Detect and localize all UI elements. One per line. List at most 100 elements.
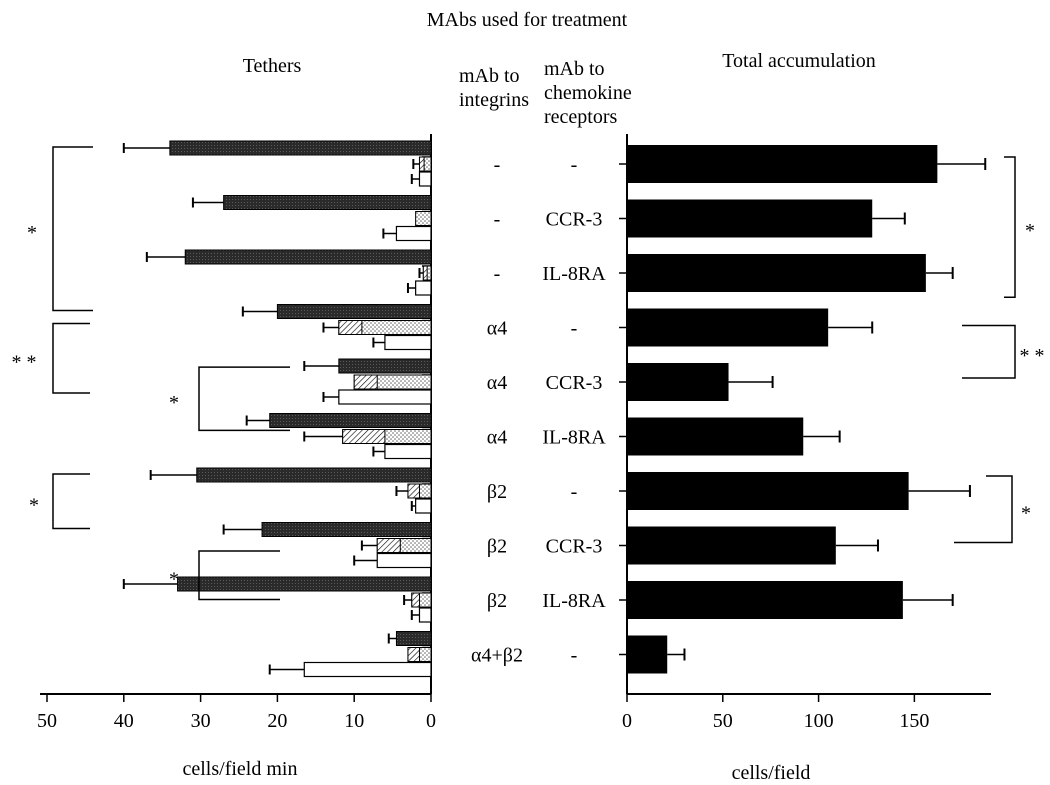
accumulation-significance-bracket-label: * — [1021, 502, 1031, 524]
integrin-treatment-label: α4 — [487, 427, 507, 449]
integrin-treatment-label: α4 — [487, 372, 507, 394]
tethers-bar-open — [395, 225, 432, 242]
accumulation-x-tick-label: 150 — [899, 710, 929, 732]
integrin-treatment-label: β2 — [487, 481, 507, 503]
chemokine-treatment-label: CCR-3 — [546, 372, 603, 394]
integrin-treatment-label: α4 — [487, 318, 507, 340]
chemokine-treatment-label: - — [571, 481, 578, 503]
tethers-bar-hatched — [411, 592, 420, 608]
treatment-labels: - - - CCR-3 - IL-8RA α4 - α4 CCR-3 α4 IL-8RA β2 - β2 CC… — [471, 154, 606, 667]
tethers-bar-dark — [261, 522, 432, 537]
tethers-significance-bracket — [52, 473, 90, 530]
tethers-bar-hatched — [342, 429, 386, 444]
tethers-significance-bracket — [52, 322, 90, 394]
chemokine-header-line-1: mAb to — [544, 58, 605, 80]
chemokine-treatment-label: - — [571, 154, 578, 176]
integrin-treatment-label: α4+β2 — [471, 645, 523, 667]
tethers-bar-dark — [169, 140, 432, 156]
tethers-bar-open — [415, 498, 432, 514]
accumulation-title: Total accumulation — [722, 50, 876, 72]
accumulation-x-axis-label: cells/field — [732, 762, 811, 784]
tethers-bar-hatched — [407, 483, 420, 499]
tethers-x-tick-label: 0 — [426, 710, 436, 732]
integrin-treatment-label: β2 — [487, 536, 507, 558]
tethers-bar-hatched — [407, 647, 420, 662]
accumulation-bar — [627, 635, 668, 674]
tethers-significance-bracket-label: * — [27, 222, 37, 244]
accumulation-x-tick-label: 100 — [804, 710, 834, 732]
accumulation-bar — [627, 199, 873, 238]
accumulation-significance-bracket-label: * — [1025, 220, 1035, 242]
chemokine-header-line-2: chemokine — [544, 82, 632, 104]
tethers-x-tick-label: 10 — [344, 710, 364, 732]
chemokine-treatment-label: IL-8RA — [542, 590, 606, 612]
tethers-bar-open — [376, 552, 432, 569]
integrin-header-line-1: mAb to — [459, 65, 520, 87]
tethers-bar-open — [415, 280, 432, 296]
accumulation-bar — [627, 145, 938, 183]
accumulation-significance-bracket — [962, 324, 1016, 379]
chemokine-treatment-label: IL-8RA — [542, 263, 606, 285]
tethers-significance-bracket — [198, 550, 280, 601]
tethers-title: Tethers — [243, 55, 302, 77]
tethers-bar-dark — [184, 249, 432, 265]
tethers-bar-open — [418, 607, 432, 623]
tethers-bar-open — [418, 171, 432, 187]
tethers-bar-hatched — [422, 265, 428, 281]
chemokine-treatment-label: CCR-3 — [546, 536, 603, 558]
tethers-bar-open — [384, 334, 432, 351]
tethers-bar-dark — [177, 576, 432, 592]
accumulation-bar — [627, 472, 909, 510]
tethers-bar-dark — [338, 358, 432, 374]
accumulation-bar — [627, 417, 804, 456]
integrin-treatment-label: - — [494, 209, 501, 231]
integrin-treatment-label: β2 — [487, 590, 507, 612]
chemokine-treatment-label: IL-8RA — [542, 427, 606, 449]
chemokine-treatment-label: CCR-3 — [546, 209, 603, 231]
tethers-significance-bracket-label: * * — [12, 351, 37, 373]
tethers-bar-hatched — [376, 538, 401, 553]
tethers-bar-dark — [223, 195, 432, 210]
accumulation-bar — [627, 581, 903, 619]
tethers-bar-dark — [276, 304, 432, 319]
tethers-x-tick-label: 20 — [267, 710, 287, 732]
integrin-treatment-label: - — [494, 263, 501, 285]
accumulation-x-tick-label: 0 — [622, 710, 632, 732]
tethers-bar-open — [303, 661, 432, 678]
accumulation-bar — [627, 363, 729, 401]
tethers-x-tick-label: 50 — [37, 710, 57, 732]
tethers-bar-dark — [395, 631, 432, 646]
chemokine-header-line-3: receptors — [544, 106, 618, 128]
accumulation-plot: 0 50 100 150 * * * * — [619, 134, 1045, 732]
accumulation-bar — [627, 254, 926, 292]
accumulation-significance-bracket-label: * * — [1020, 345, 1045, 367]
figure-title: MAbs used for treatment — [427, 9, 628, 31]
tethers-bar-hatched — [418, 156, 425, 172]
tethers-bar-dotted — [415, 211, 432, 226]
accumulation-x-tick-label: 50 — [713, 710, 733, 732]
tethers-significance-bracket — [52, 146, 93, 312]
tethers-x-tick-label: 30 — [191, 710, 211, 732]
tethers-x-tick-label: 40 — [114, 710, 134, 732]
tethers-bar-dark — [269, 413, 432, 428]
accumulation-significance-bracket — [986, 475, 1013, 544]
tethers-bar-open — [384, 443, 432, 460]
tethers-bar-dark — [196, 467, 432, 483]
tethers-significance-bracket-label: * — [169, 392, 179, 414]
tethers-significance-bracket-label: * — [29, 494, 39, 516]
tethers-significance-bracket — [198, 366, 290, 432]
chemokine-treatment-label: - — [571, 645, 578, 667]
tethers-plot: 50 40 30 20 10 0 * * * * * * — [12, 134, 436, 732]
tethers-bar-hatched — [353, 374, 378, 390]
accumulation-bar — [627, 526, 836, 565]
tethers-bar-open — [338, 389, 432, 405]
tethers-x-axis-label: cells/field min — [183, 758, 298, 780]
integrin-header-line-2: integrins — [459, 89, 529, 111]
tethers-significance-bracket-label: * — [169, 568, 179, 590]
tethers-bar-hatched — [338, 320, 363, 335]
accumulation-bar — [627, 308, 829, 347]
chemokine-treatment-label: - — [571, 318, 578, 340]
accumulation-significance-bracket — [1004, 156, 1016, 298]
integrin-treatment-label: - — [494, 154, 501, 176]
